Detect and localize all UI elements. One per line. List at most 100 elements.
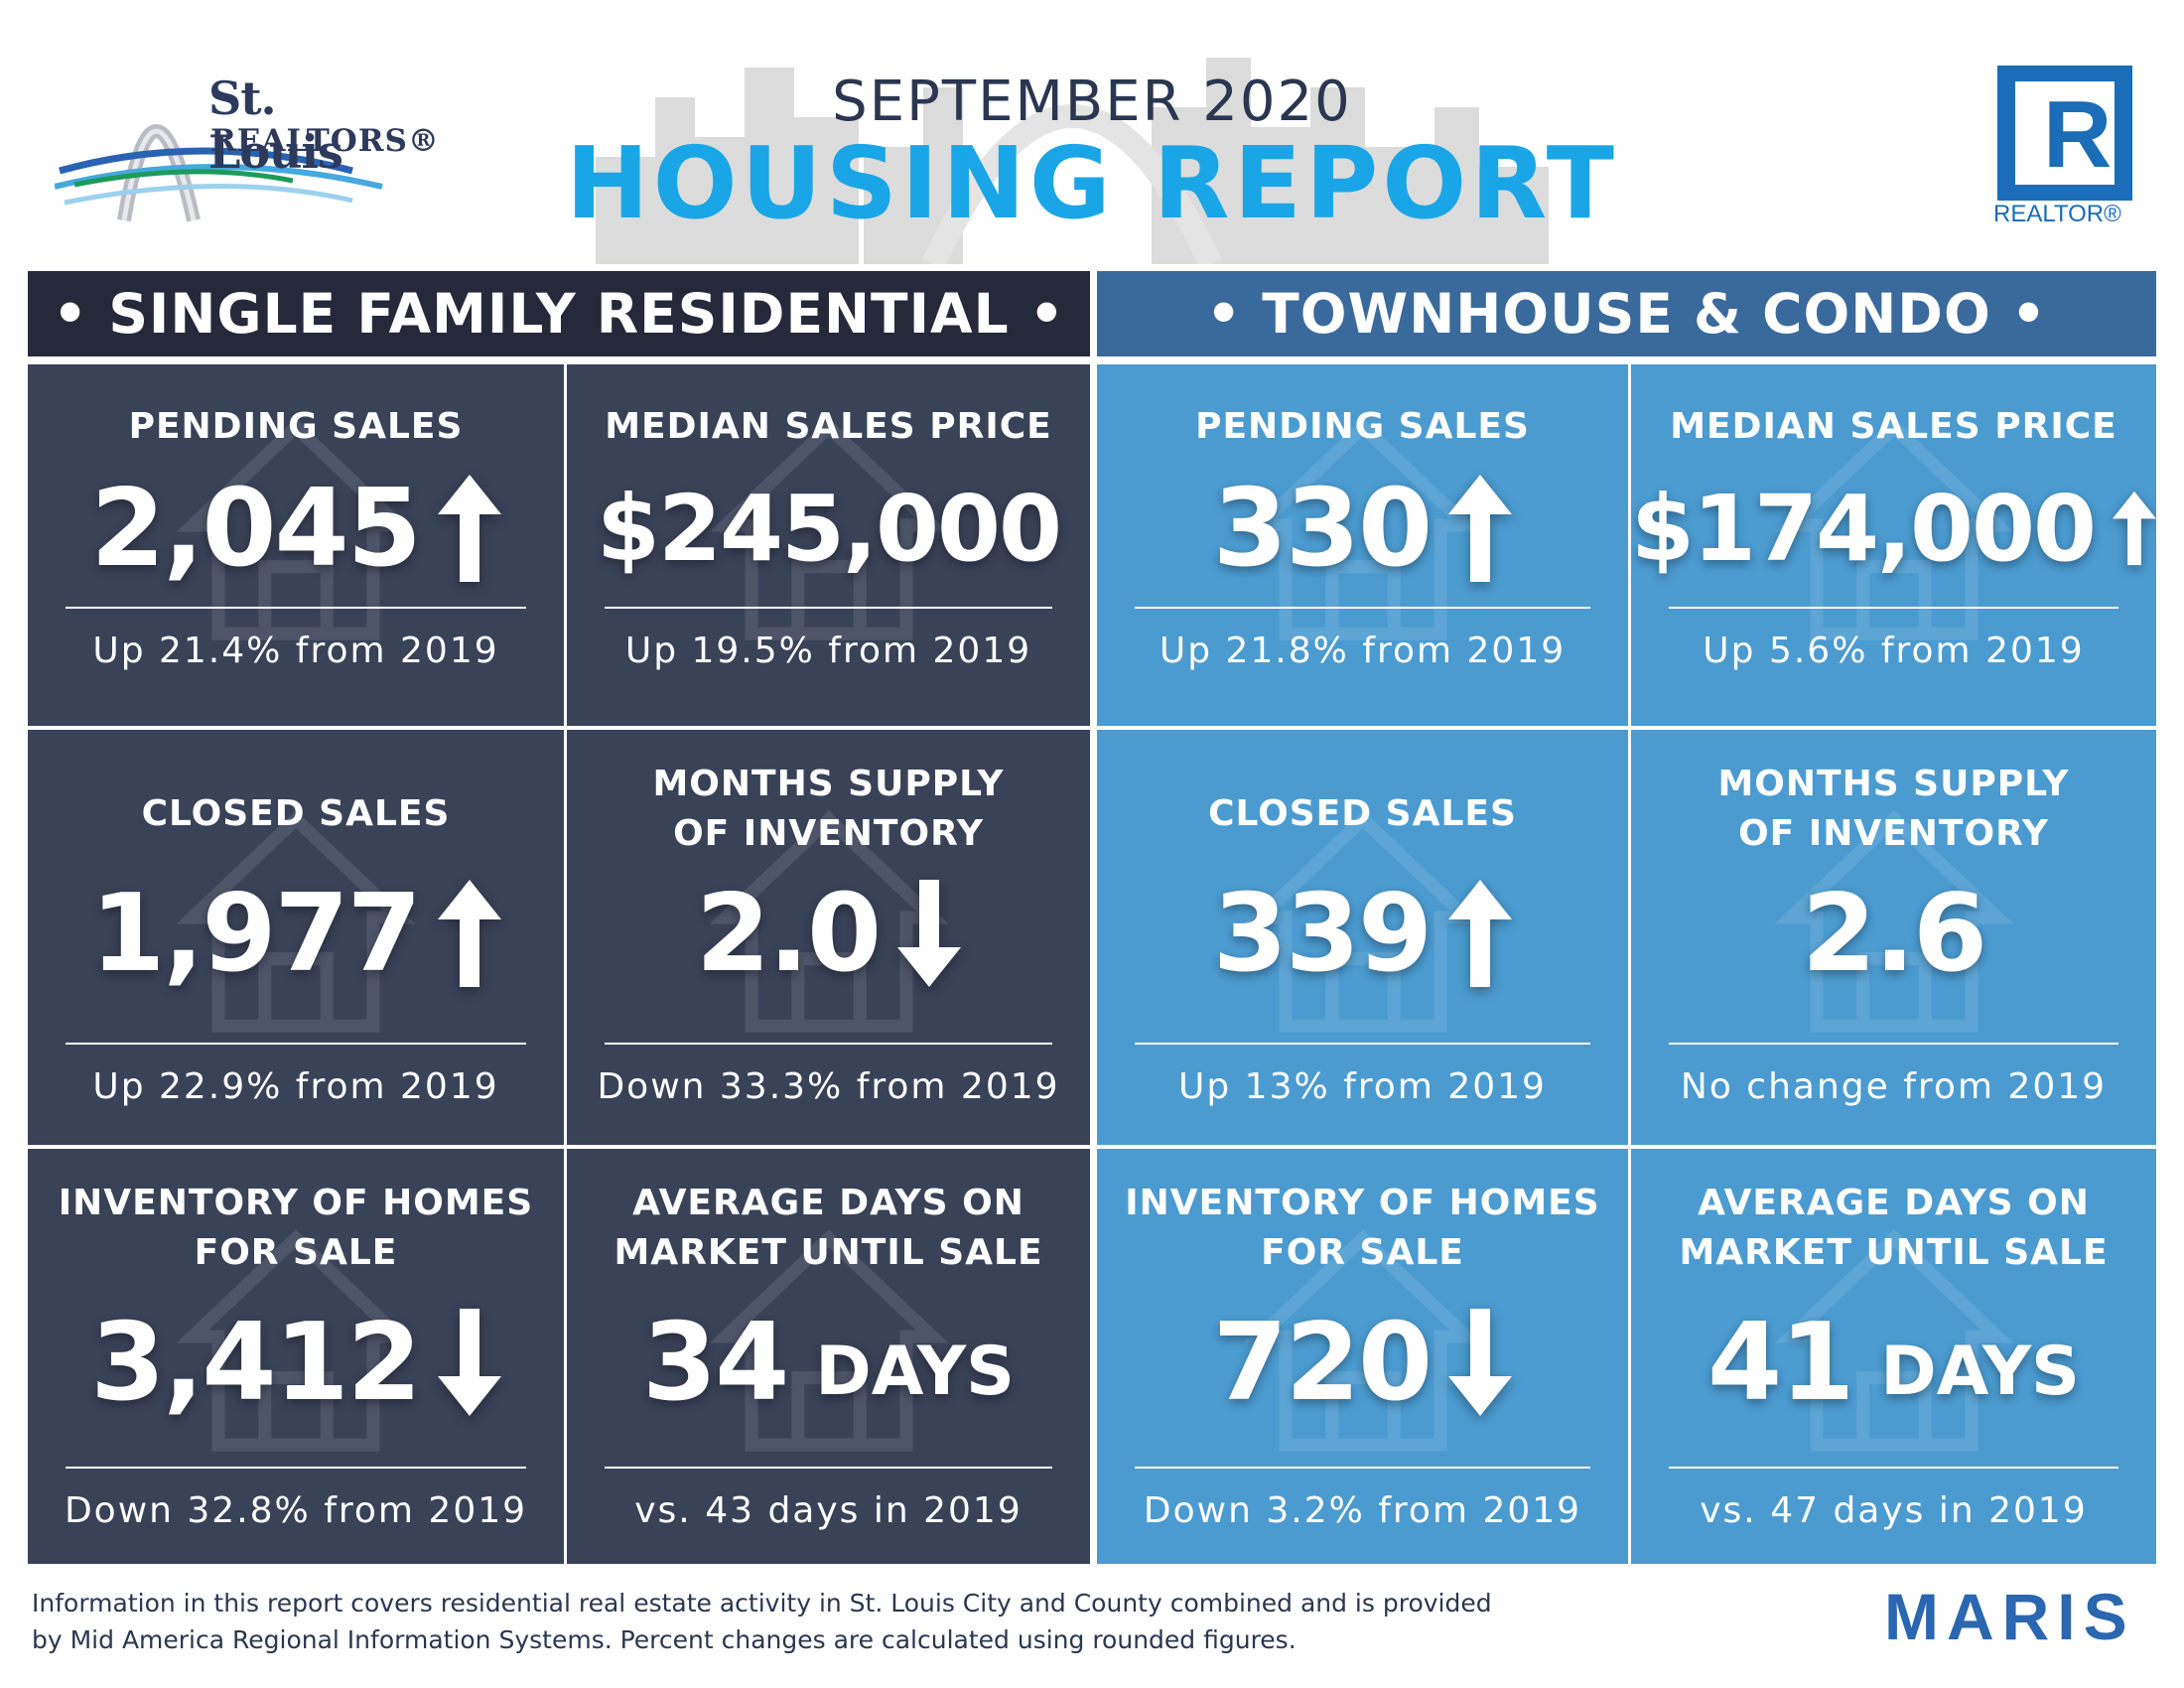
- stat-label-line-1: CLOSED SALES: [141, 793, 451, 834]
- stat-value-row: 3,412: [28, 1298, 564, 1427]
- stat-label-line-2: MARKET UNTIL SALE: [614, 1232, 1043, 1273]
- house-ghost-icon: [1243, 810, 1482, 1033]
- stat-label-line-1: MEDIAN SALES PRICE: [605, 406, 1052, 447]
- stat-value: 2,045: [90, 466, 422, 591]
- stat-change: vs. 47 days in 2019: [1700, 1490, 2088, 1531]
- stat-label-line-1: CLOSED SALES: [1208, 793, 1517, 834]
- stat-tile: AVERAGE DAYS ON MARKET UNTIL SALE 34 DAYS vs…: [567, 1149, 1090, 1564]
- stat-change: Down 33.3% from 2019: [597, 1066, 1060, 1107]
- house-ghost-icon: [1243, 1229, 1482, 1452]
- up-arrow-icon: [437, 475, 501, 582]
- house-ghost-icon: [709, 418, 948, 640]
- stat-change: Up 21.4% from 2019: [92, 631, 499, 671]
- stat-label: PENDING SALES: [28, 402, 564, 452]
- stat-label-line-2: OF INVENTORY: [673, 813, 984, 854]
- stat-tile: AVERAGE DAYS ON MARKET UNTIL SALE 41 DAYS vs…: [1631, 1149, 2156, 1564]
- stat-value-row: $174,000: [1631, 464, 2156, 593]
- stat-label-line-2: FOR SALE: [194, 1232, 398, 1273]
- stat-value: 3,412: [90, 1300, 422, 1425]
- house-ghost-icon: [176, 418, 416, 640]
- stat-label: INVENTORY OF HOMES FOR SALE: [28, 1179, 564, 1278]
- stat-change: Up 5.6% from 2019: [1703, 631, 2085, 671]
- stat-divider: [66, 1043, 526, 1045]
- brand-name: St. Louis: [208, 71, 343, 179]
- house-ghost-icon: [176, 1229, 416, 1452]
- house-ghost-icon: [1243, 418, 1482, 640]
- stat-value-row: 1,977: [28, 869, 564, 998]
- stat-label: INVENTORY OF HOMES FOR SALE: [1097, 1179, 1628, 1278]
- stat-value-row: 34 DAYS: [567, 1298, 1090, 1427]
- house-ghost-icon: [709, 1229, 948, 1452]
- arch-logo: [55, 124, 383, 222]
- stat-label: MEDIAN SALES PRICE: [567, 402, 1090, 452]
- stat-tile: PENDING SALES 2,045 Up 21.4% from 2019: [28, 364, 564, 726]
- footnote-line-2: by Mid America Regional Information Syst…: [32, 1625, 1297, 1654]
- stat-change: Down 32.8% from 2019: [64, 1490, 528, 1531]
- stat-value: 2.0: [695, 871, 882, 996]
- stat-divider: [66, 1467, 526, 1469]
- stat-value: 330: [1212, 466, 1433, 591]
- stat-change: Up 22.9% from 2019: [92, 1066, 499, 1107]
- stat-divider: [605, 1043, 1052, 1045]
- stat-label: MONTHS SUPPLY OF INVENTORY: [1631, 760, 2156, 859]
- stat-tile: CLOSED SALES 339 Up 13% from 2019: [1097, 730, 1628, 1145]
- stat-value: $174,000: [1631, 475, 2097, 582]
- stat-change: Up 19.5% from 2019: [624, 631, 1032, 671]
- stat-label-line-1: INVENTORY OF HOMES: [58, 1183, 534, 1223]
- up-arrow-icon: [2113, 491, 2156, 566]
- up-arrow-icon: [437, 880, 501, 987]
- house-ghost-icon: [709, 810, 948, 1033]
- stat-label: AVERAGE DAYS ON MARKET UNTIL SALE: [1631, 1179, 2156, 1278]
- stat-tile: INVENTORY OF HOMES FOR SALE 3,412 Down 32.8…: [28, 1149, 564, 1564]
- maris-logo: MARIS: [1884, 1580, 2135, 1653]
- stat-label-line-2: MARKET UNTIL SALE: [1679, 1232, 2109, 1273]
- stat-label: MONTHS SUPPLY OF INVENTORY: [567, 760, 1090, 859]
- stat-value: 720: [1212, 1300, 1433, 1425]
- stat-value: 41: [1706, 1300, 1854, 1425]
- skyline-graphic: [596, 58, 1549, 264]
- house-ghost-icon: [1774, 810, 2013, 1033]
- stat-label-line-1: MONTHS SUPPLY: [1717, 764, 2070, 804]
- stat-tile: CLOSED SALES 1,977 Up 22.9% from 2019: [28, 730, 564, 1145]
- up-arrow-icon: [1448, 475, 1513, 582]
- stat-divider: [1135, 1043, 1590, 1045]
- footnote-line-1: Information in this report covers reside…: [32, 1589, 1492, 1618]
- section-header-single-family: • SINGLE FAMILY RESIDENTIAL •: [28, 271, 1090, 356]
- down-arrow-icon: [1448, 1309, 1513, 1416]
- realtor-r-logo: R: [1997, 66, 2132, 201]
- st-louis-realtors-logo: St. Louis REALTORS®: [55, 62, 439, 230]
- stat-value: $245,000: [596, 475, 1062, 582]
- stat-divider: [1135, 607, 1590, 609]
- house-ghost-icon: [176, 810, 416, 1033]
- stat-label-line-1: AVERAGE DAYS ON: [1698, 1183, 2090, 1223]
- stat-change: Up 21.8% from 2019: [1159, 631, 1567, 671]
- footnote: Information in this report covers reside…: [32, 1585, 1561, 1658]
- stat-label-line-1: INVENTORY OF HOMES: [1125, 1183, 1600, 1223]
- stat-value: 1,977: [90, 871, 422, 996]
- stat-value-row: 2,045: [28, 464, 564, 593]
- stat-label: CLOSED SALES: [28, 789, 564, 839]
- stat-label-line-1: PENDING SALES: [1195, 406, 1530, 447]
- realtor-r-letter: R: [2043, 81, 2113, 188]
- stat-label-line-2: OF INVENTORY: [1738, 813, 2049, 854]
- stat-value-row: 41 DAYS: [1631, 1298, 2156, 1427]
- stat-divider: [66, 607, 526, 609]
- up-arrow-icon: [1448, 880, 1513, 987]
- stat-value-row: $245,000: [567, 464, 1090, 593]
- stat-value-row: 339: [1097, 869, 1628, 998]
- stat-label-line-2: FOR SALE: [1261, 1232, 1464, 1273]
- down-arrow-icon: [897, 880, 962, 987]
- stat-change: vs. 43 days in 2019: [634, 1490, 1023, 1531]
- stat-divider: [605, 1467, 1052, 1469]
- report-title: HOUSING REPORT: [565, 125, 1619, 241]
- house-ghost-icon: [1774, 418, 2013, 640]
- house-ghost-icon: [1774, 1229, 2013, 1452]
- stat-change: Down 3.2% from 2019: [1143, 1490, 1582, 1531]
- stat-label: CLOSED SALES: [1097, 789, 1628, 839]
- stat-tile: MONTHS SUPPLY OF INVENTORY 2.6 No change fr…: [1631, 730, 2156, 1145]
- stat-tile: MEDIAN SALES PRICE $245,000 Up 19.5% from …: [567, 364, 1090, 726]
- stat-label-line-1: MEDIAN SALES PRICE: [1670, 406, 2117, 447]
- stat-label: AVERAGE DAYS ON MARKET UNTIL SALE: [567, 1179, 1090, 1278]
- stat-unit: DAYS: [1880, 1333, 2081, 1411]
- stat-label: MEDIAN SALES PRICE: [1631, 402, 2156, 452]
